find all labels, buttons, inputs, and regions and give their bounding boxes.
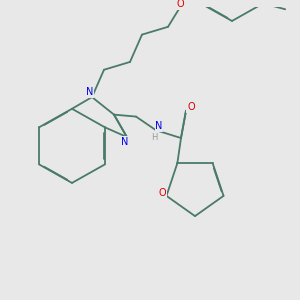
Text: O: O [187,102,195,112]
Text: N: N [121,137,129,147]
Text: N: N [155,121,163,131]
Text: H: H [151,133,157,142]
Text: O: O [159,188,166,198]
Text: O: O [176,0,184,9]
Text: N: N [86,87,94,97]
